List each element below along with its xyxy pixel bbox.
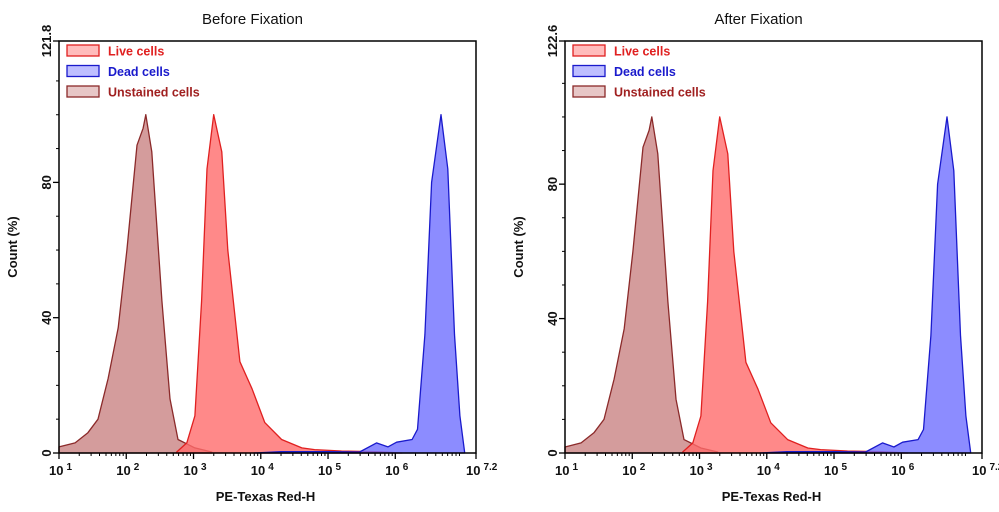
x-tick-base: 10 (555, 463, 569, 478)
y-tick-label: 0 (39, 449, 54, 456)
y-tick-label: 80 (39, 175, 54, 189)
x-tick-exponent: 4 (268, 462, 274, 473)
legend-label: Unstained cells (108, 86, 200, 100)
x-tick-base: 10 (184, 463, 198, 478)
chart-title: Before Fixation (202, 11, 303, 28)
plot-frame (564, 40, 983, 454)
x-tick-base: 10 (757, 463, 771, 478)
x-tick-base: 10 (891, 463, 905, 478)
plot-frame (58, 40, 477, 454)
x-tick-exponent: 3 (201, 462, 207, 473)
series-dead-cells-area (759, 116, 972, 454)
x-tick-exponent: 1 (66, 462, 72, 473)
x-tick-label: 10 4 (251, 462, 274, 478)
x-tick-exponent: 3 (707, 462, 713, 473)
x-tick-exponent: 6 (403, 462, 409, 473)
x-tick-label: 10 3 (690, 462, 713, 478)
x-tick-exponent: 4 (774, 462, 780, 473)
x-tick-exponent: 6 (909, 462, 915, 473)
x-tick-exponent: 1 (572, 462, 578, 473)
x-tick-base: 10 (385, 463, 399, 478)
series-unstained-cells-area (564, 116, 719, 454)
x-tick-label: 10 6 (385, 462, 408, 478)
x-tick-label: 10 3 (184, 462, 207, 478)
legend-swatch (572, 44, 606, 57)
x-tick-label: 10 5 (824, 462, 847, 478)
x-tick-base: 10 (251, 463, 265, 478)
y-tick-label: 80 (545, 177, 560, 191)
x-tick-label: 10 5 (318, 462, 341, 478)
y-tick-label: 121.8 (39, 25, 54, 58)
legend-swatch (66, 85, 100, 98)
series-unstained-cells-area (58, 114, 213, 454)
x-tick-label: 10 1 (49, 462, 72, 478)
x-tick-label: 10 4 (757, 462, 780, 478)
legend-label: Dead cells (108, 65, 170, 79)
y-tick-label: 122.6 (545, 25, 560, 58)
x-tick-base: 10 (824, 463, 838, 478)
panel-1: After Fixation101102103104105106107.2PE-… (511, 11, 999, 504)
legend-swatch (66, 44, 100, 57)
legend-label: Unstained cells (614, 86, 706, 100)
x-tick-exponent: 5 (336, 462, 342, 473)
legend-label: Live cells (108, 45, 164, 59)
x-tick-exponent: 7.2 (483, 462, 497, 473)
y-tick-label: 0 (545, 449, 560, 456)
x-axis-label: PE-Texas Red-H (216, 489, 315, 504)
x-tick-base: 10 (972, 463, 986, 478)
x-tick-base: 10 (49, 463, 63, 478)
x-tick-label: 10 6 (891, 462, 914, 478)
y-axis-label: Count (%) (511, 216, 526, 277)
legend-swatch (66, 64, 100, 78)
x-tick-base: 10 (116, 463, 130, 478)
x-tick-label: 10 2 (622, 462, 645, 478)
x-tick-label: 10 2 (116, 462, 139, 478)
chart-title: After Fixation (714, 11, 802, 28)
x-tick-exponent: 2 (640, 462, 646, 473)
x-axis-label: PE-Texas Red-H (722, 489, 821, 504)
x-tick-exponent: 7.2 (989, 462, 999, 473)
legend-swatch (572, 85, 606, 98)
legend-label: Dead cells (614, 65, 676, 79)
y-axis-label: Count (%) (5, 216, 20, 277)
x-tick-exponent: 5 (842, 462, 848, 473)
series-live-cells-area (682, 116, 909, 454)
legend-label: Live cells (614, 45, 670, 59)
x-tick-base: 10 (466, 463, 480, 478)
legend-swatch (572, 64, 606, 78)
x-tick-base: 10 (690, 463, 704, 478)
x-tick-label: 10 1 (555, 462, 578, 478)
x-tick-label: 107.2 (972, 462, 999, 478)
x-tick-exponent: 2 (134, 462, 140, 473)
series-live-cells-area (176, 114, 403, 454)
y-tick-label: 40 (545, 311, 560, 325)
x-tick-base: 10 (622, 463, 636, 478)
series-dead-cells-area (253, 114, 466, 454)
y-tick-label: 40 (39, 310, 54, 324)
x-tick-base: 10 (318, 463, 332, 478)
